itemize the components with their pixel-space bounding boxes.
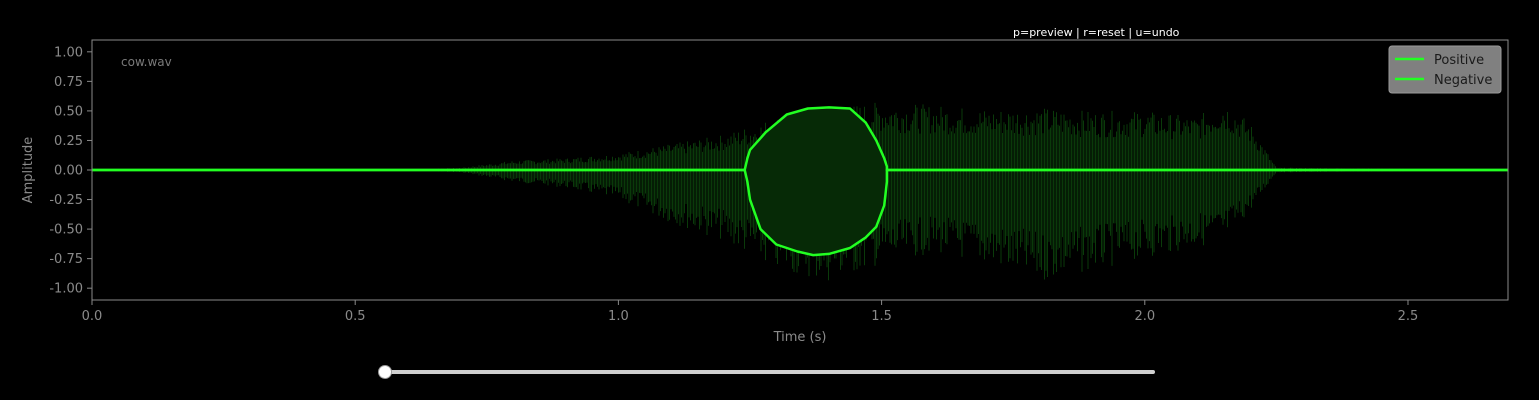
x-axis-label: Time (s)	[773, 330, 827, 345]
legend-label: Positive	[1434, 53, 1484, 68]
position-slider[interactable]	[378, 365, 1155, 379]
series-line-negative	[92, 168, 1508, 257]
y-tick-label: -0.25	[49, 193, 83, 208]
slider-track[interactable]	[385, 370, 1155, 374]
shortcuts-hint: p=preview | r=reset | u=undo	[1013, 26, 1180, 39]
y-tick-label: 0.00	[54, 164, 83, 179]
file-name-annotation: cow.wav	[121, 55, 172, 69]
y-tick-label: 0.75	[54, 75, 83, 90]
legend: Positive Negative	[1388, 45, 1502, 94]
x-tick-label: 2.5	[1398, 309, 1419, 324]
x-tick-label: 2.0	[1134, 309, 1155, 324]
y-tick-label: -0.50	[49, 223, 83, 238]
y-tick-label: -0.75	[49, 252, 83, 267]
x-tick-label: 1.5	[871, 309, 892, 324]
x-tick-label: 0.0	[82, 309, 103, 324]
y-tick-label: -1.00	[49, 282, 83, 297]
series-line-positive	[92, 106, 1508, 172]
envelope-fill	[92, 107, 1508, 256]
slider-thumb[interactable]	[378, 365, 392, 379]
y-tick-label: 0.25	[54, 134, 83, 149]
x-tick-label: 0.5	[345, 309, 366, 324]
x-tick-label: 1.0	[608, 309, 629, 324]
y-tick-label: 1.00	[54, 45, 83, 60]
legend-label: Negative	[1434, 73, 1492, 88]
y-axis-label: Amplitude	[21, 137, 36, 204]
y-tick-label: 0.50	[54, 104, 83, 119]
